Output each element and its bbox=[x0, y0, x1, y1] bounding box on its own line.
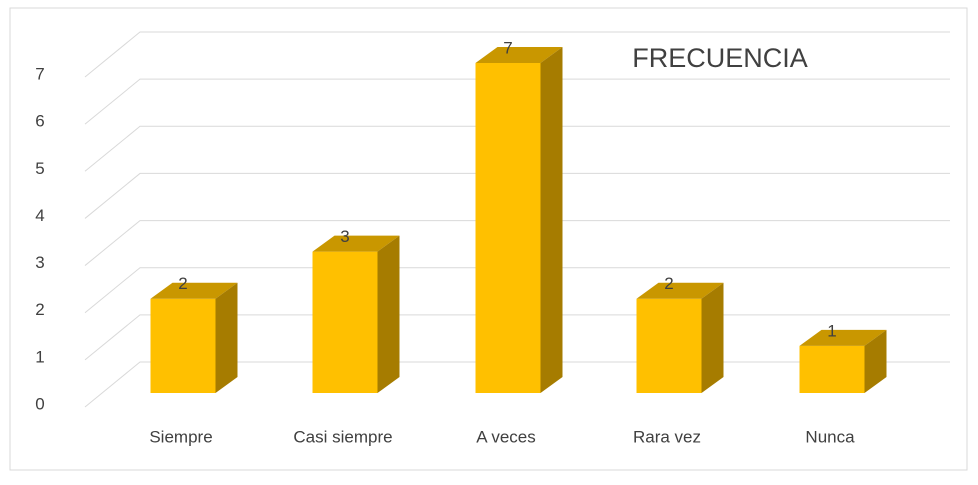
data-label: 1 bbox=[827, 321, 836, 340]
y-tick-label: 4 bbox=[35, 206, 44, 225]
bar bbox=[475, 47, 563, 393]
grid-line bbox=[84, 172, 950, 219]
x-tick-label: Rara vez bbox=[633, 427, 701, 446]
bar-side bbox=[540, 47, 563, 393]
y-tick-label: 7 bbox=[35, 64, 44, 83]
y-tick-label: 6 bbox=[35, 112, 44, 131]
bar-side bbox=[701, 282, 724, 393]
y-tick-label: 5 bbox=[35, 159, 44, 178]
bar-top bbox=[312, 235, 400, 252]
bar-top bbox=[636, 282, 724, 299]
x-tick-label: Nunca bbox=[805, 427, 855, 446]
grid-line bbox=[84, 31, 950, 78]
grid-line bbox=[84, 267, 950, 314]
bar-front bbox=[636, 298, 702, 393]
bar-front bbox=[799, 345, 865, 393]
x-tick-label: A veces bbox=[476, 427, 536, 446]
data-label: 7 bbox=[503, 38, 512, 57]
data-label: 2 bbox=[664, 274, 673, 293]
y-tick-label: 0 bbox=[35, 394, 44, 413]
y-tick-label: 1 bbox=[35, 347, 44, 366]
bar bbox=[636, 282, 724, 393]
y-tick-label: 2 bbox=[35, 300, 44, 319]
data-label: 3 bbox=[340, 227, 349, 246]
x-tick-label: Siempre bbox=[149, 427, 212, 446]
bar-top bbox=[475, 47, 563, 63]
bar-front bbox=[150, 298, 216, 393]
bar-side bbox=[377, 235, 400, 393]
bar-top bbox=[799, 329, 887, 346]
chart-title: FRECUENCIA bbox=[632, 43, 808, 73]
bar-side bbox=[864, 329, 887, 393]
bar-front bbox=[475, 63, 541, 393]
grid-line bbox=[84, 78, 950, 125]
data-label: 2 bbox=[178, 274, 187, 293]
bar bbox=[150, 282, 238, 393]
y-tick-label: 3 bbox=[35, 253, 44, 272]
bar-top bbox=[150, 282, 238, 299]
bar-front bbox=[312, 251, 378, 393]
x-tick-label: Casi siempre bbox=[293, 427, 392, 446]
bar bbox=[799, 329, 887, 393]
grid-line bbox=[84, 220, 950, 266]
bar bbox=[312, 235, 400, 393]
bar-side bbox=[215, 282, 238, 393]
grid-line bbox=[84, 125, 950, 172]
